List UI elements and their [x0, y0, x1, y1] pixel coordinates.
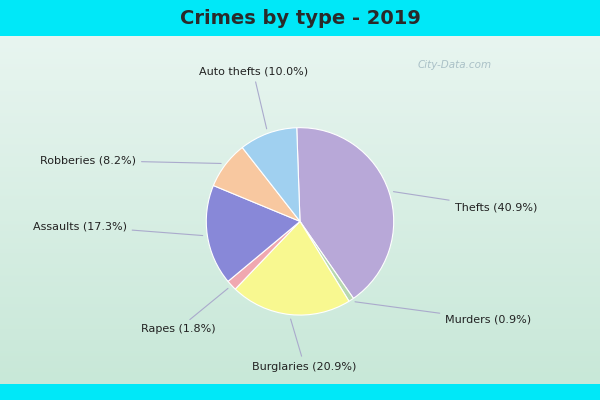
Text: Thefts (40.9%): Thefts (40.9%) [394, 192, 537, 212]
Wedge shape [300, 221, 353, 301]
Wedge shape [214, 148, 300, 221]
Text: Assaults (17.3%): Assaults (17.3%) [32, 221, 203, 236]
Text: Murders (0.9%): Murders (0.9%) [355, 302, 532, 325]
Text: Crimes by type - 2019: Crimes by type - 2019 [179, 8, 421, 28]
Wedge shape [242, 128, 300, 221]
Wedge shape [297, 128, 394, 298]
Wedge shape [235, 221, 349, 315]
Wedge shape [206, 186, 300, 281]
Text: Burglaries (20.9%): Burglaries (20.9%) [253, 319, 357, 372]
Text: Robberies (8.2%): Robberies (8.2%) [40, 156, 221, 166]
Text: Rapes (1.8%): Rapes (1.8%) [141, 288, 228, 334]
Wedge shape [228, 221, 300, 289]
Text: Auto thefts (10.0%): Auto thefts (10.0%) [199, 66, 308, 129]
Text: City-Data.com: City-Data.com [418, 60, 492, 70]
